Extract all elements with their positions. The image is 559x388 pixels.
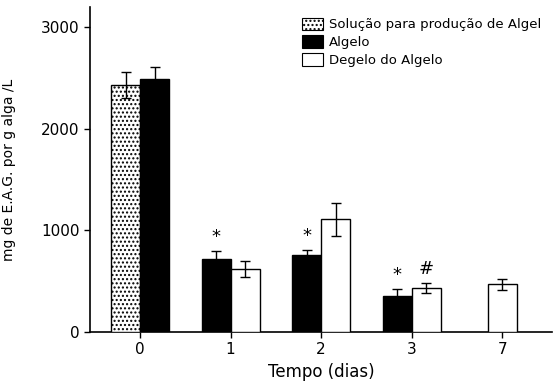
X-axis label: Tempo (dias): Tempo (dias) (268, 363, 375, 381)
Bar (488, 284, 517, 332)
Text: #: # (419, 260, 434, 278)
Bar (231, 269, 259, 332)
Legend: Solução para produção de Algel, Algelo, Degelo do Algelo: Solução para produção de Algel, Algelo, … (297, 14, 546, 71)
Bar (412, 288, 440, 332)
Bar (202, 259, 231, 332)
Bar (383, 296, 412, 332)
Text: *: * (393, 266, 402, 284)
Bar (111, 85, 140, 332)
Bar (140, 79, 169, 332)
Bar (292, 255, 321, 332)
Text: *: * (302, 227, 311, 245)
Text: *: * (212, 228, 221, 246)
Y-axis label: mg de E.A.G. por g alga /L: mg de E.A.G. por g alga /L (2, 78, 16, 261)
Bar (321, 219, 350, 332)
